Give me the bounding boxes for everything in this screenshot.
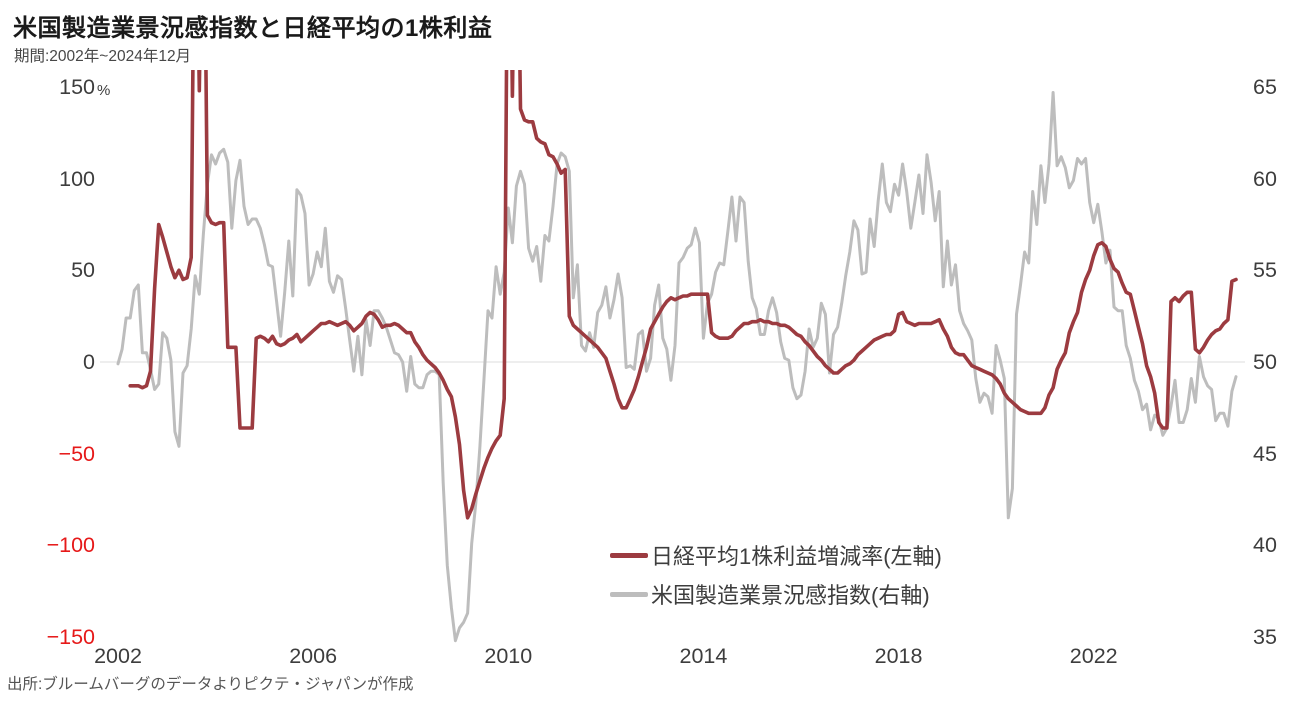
x-tick-2010: 2010: [484, 644, 533, 668]
left-axis-unit-label: %: [97, 82, 111, 99]
right-tick-40: 40: [1253, 533, 1277, 558]
legend: 日経平均1株利益増減率(左軸) 米国製造業景況感指数(右軸): [610, 541, 942, 619]
left-tick-150: 150: [59, 75, 95, 99]
ism-line: [116, 91, 1238, 643]
left-tick--150: −150: [46, 624, 95, 649]
x-tick-2018: 2018: [874, 644, 923, 668]
left-tick-50: 50: [71, 258, 95, 283]
legend-label-1: 米国製造業景況感指数(右軸): [651, 583, 930, 608]
right-tick-50: 50: [1253, 349, 1277, 374]
right-tick-55: 55: [1253, 258, 1277, 283]
left-tick--100: −100: [46, 533, 95, 558]
right-tick-45: 45: [1253, 441, 1277, 466]
legend-swatch-0: [610, 552, 648, 558]
source-note: 出所:ブルームバーグのデータよりピクテ・ジャパンが作成: [7, 676, 414, 693]
chart-title: 米国製造業景況感指数と日経平均の1株利益: [13, 15, 493, 42]
left-tick-100: 100: [59, 166, 95, 191]
legend-label-0: 日経平均1株利益増減率(左軸): [651, 544, 942, 569]
legend-item-0: 日経平均1株利益増減率(左軸): [610, 541, 942, 569]
legend-swatch-1: [610, 591, 648, 597]
left-tick-0: 0: [83, 350, 95, 374]
x-tick-2022: 2022: [1069, 644, 1118, 668]
x-tick-2002: 2002: [94, 644, 142, 668]
right-tick-35: 35: [1253, 624, 1277, 649]
right-tick-65: 65: [1253, 75, 1277, 99]
x-tick-2006: 2006: [289, 644, 338, 668]
left-tick--50: −50: [58, 441, 95, 466]
x-tick-2014: 2014: [679, 644, 728, 668]
right-tick-60: 60: [1253, 166, 1277, 191]
chart-subtitle: 期間:2002年~2024年12月: [14, 48, 192, 65]
legend-item-1: 米国製造業景況感指数(右軸): [610, 580, 942, 608]
eps-line: [128, 70, 1238, 520]
